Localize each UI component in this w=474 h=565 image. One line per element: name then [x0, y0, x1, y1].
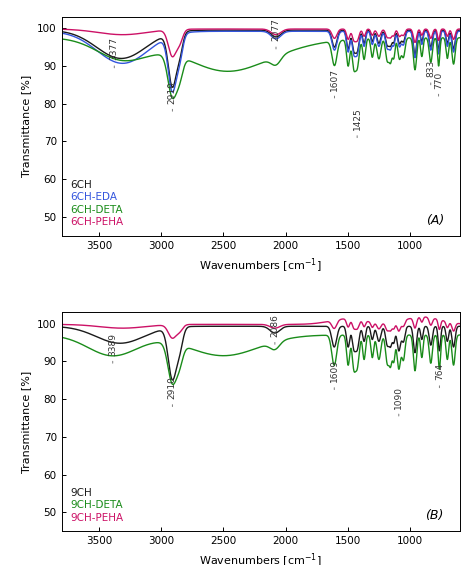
Text: 764: 764 [435, 363, 444, 388]
6CH-EDA [227, 28, 233, 34]
Y-axis label: Transmittance [%]: Transmittance [%] [22, 371, 32, 473]
Line: 9CH-PEHA: 9CH-PEHA [62, 317, 462, 338]
6CH-PEHA [312, 25, 318, 32]
6CH [170, 84, 175, 91]
9CH-DETA [227, 352, 233, 359]
6CH-PEHA [230, 25, 236, 32]
Line: 6CH: 6CH [62, 30, 462, 88]
6CH-PEHA [459, 25, 465, 32]
6CH [350, 44, 356, 51]
6CH [447, 30, 453, 37]
6CH-EDA [428, 46, 433, 53]
6CH-EDA [459, 28, 465, 34]
6CH [459, 27, 465, 33]
6CH-DETA [427, 56, 433, 63]
6CH-DETA [350, 59, 356, 66]
9CH-PEHA [428, 321, 433, 328]
Text: 3377: 3377 [110, 37, 119, 68]
6CH-EDA [447, 32, 453, 38]
9CH-PEHA [350, 323, 356, 329]
Text: 1607: 1607 [330, 67, 339, 98]
9CH-PEHA [423, 314, 428, 320]
9CH [350, 342, 356, 349]
9CH-DETA [249, 346, 255, 353]
9CH-PEHA [459, 320, 465, 327]
6CH-PEHA [350, 35, 356, 42]
Text: 2077: 2077 [272, 19, 281, 49]
6CH-DETA [59, 36, 64, 42]
6CH-PEHA [447, 28, 453, 34]
Text: 3389: 3389 [108, 333, 117, 363]
Line: 9CH: 9CH [62, 326, 462, 380]
X-axis label: Wavenumbers [cm$^{-1}$]: Wavenumbers [cm$^{-1}$] [200, 551, 322, 565]
9CH [227, 323, 233, 329]
9CH [59, 324, 64, 331]
9CH-DETA [459, 332, 465, 338]
Text: 2910: 2910 [168, 376, 177, 407]
X-axis label: Wavenumbers [cm$^{-1}$]: Wavenumbers [cm$^{-1}$] [200, 256, 322, 275]
9CH [459, 323, 465, 329]
6CH-PEHA [170, 54, 175, 60]
Legend: 9CH, 9CH-DETA, 9CH-PEHA: 9CH, 9CH-DETA, 9CH-PEHA [67, 484, 126, 526]
6CH-DETA [459, 34, 465, 41]
6CH [312, 27, 318, 33]
6CH [249, 27, 255, 33]
Line: 6CH-PEHA: 6CH-PEHA [62, 29, 462, 57]
9CH [230, 323, 236, 329]
9CH [311, 323, 317, 329]
9CH-PEHA [59, 321, 64, 328]
9CH-DETA [170, 381, 176, 388]
9CH-DETA [447, 337, 453, 344]
Line: 6CH-DETA: 6CH-DETA [62, 38, 462, 98]
6CH-DETA [227, 68, 233, 75]
9CH [447, 327, 453, 333]
6CH [227, 27, 233, 33]
9CH [428, 341, 433, 347]
Text: 770: 770 [434, 71, 443, 96]
6CH-PEHA [59, 26, 64, 33]
9CH-PEHA [249, 321, 255, 328]
Text: (A): (A) [426, 214, 444, 227]
Legend: 6CH, 6CH-EDA, 6CH-DETA, 6CH-PEHA: 6CH, 6CH-EDA, 6CH-DETA, 6CH-PEHA [67, 176, 126, 231]
Text: 833: 833 [426, 60, 435, 85]
Y-axis label: Transmittance [%]: Transmittance [%] [22, 75, 32, 177]
Text: 2086: 2086 [270, 314, 279, 345]
6CH-DETA [447, 39, 453, 46]
6CH-PEHA [428, 34, 433, 41]
9CH-DETA [230, 351, 236, 358]
6CH-EDA [350, 47, 356, 54]
6CH-EDA [249, 28, 255, 34]
6CH [59, 28, 64, 35]
Text: (B): (B) [426, 510, 444, 523]
9CH-PEHA [170, 335, 175, 342]
6CH-DETA [230, 68, 236, 75]
9CH-PEHA [230, 321, 236, 328]
9CH [170, 377, 175, 384]
9CH-DETA [350, 359, 356, 366]
6CH-EDA [312, 28, 318, 34]
9CH-DETA [59, 334, 64, 341]
Text: 1090: 1090 [394, 385, 403, 416]
9CH [249, 323, 255, 329]
Text: 2910: 2910 [168, 81, 177, 111]
Text: 1609: 1609 [330, 359, 339, 390]
9CH-DETA [427, 357, 433, 364]
Text: 1425: 1425 [353, 107, 362, 138]
6CH-PEHA [227, 25, 233, 32]
9CH-PEHA [227, 321, 233, 328]
6CH-EDA [230, 28, 236, 34]
6CH-PEHA [249, 25, 255, 32]
6CH-DETA [249, 63, 255, 70]
6CH [428, 42, 433, 49]
Line: 6CH-EDA: 6CH-EDA [62, 31, 462, 92]
6CH [230, 27, 236, 33]
6CH-EDA [59, 30, 64, 37]
6CH-EDA [170, 89, 175, 95]
Line: 9CH-DETA: 9CH-DETA [62, 335, 462, 385]
6CH-DETA [170, 95, 176, 102]
9CH-PEHA [447, 320, 453, 327]
